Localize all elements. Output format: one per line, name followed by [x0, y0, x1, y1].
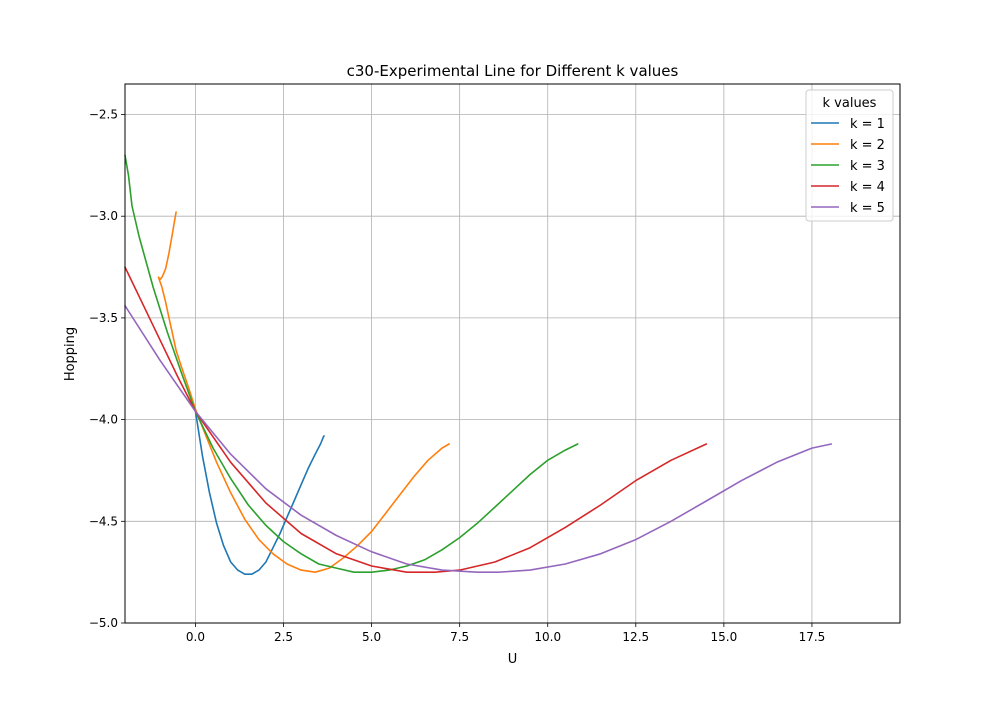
x-tick-label: 10.0 [534, 630, 561, 644]
x-tick-label: 2.5 [274, 630, 293, 644]
x-tick-label: 12.5 [622, 630, 649, 644]
legend-label: k = 1 [850, 117, 885, 132]
y-tick-label: −3.5 [89, 311, 118, 325]
x-tick-label: 17.5 [799, 630, 826, 644]
series-line-k1 [194, 410, 325, 576]
chart-title: c30-Experimental Line for Different k va… [347, 62, 679, 80]
y-axis-label: Hopping [63, 327, 78, 381]
series-line-k5 [124, 304, 833, 574]
series-lines [124, 154, 833, 576]
x-tick-label: 15.0 [711, 630, 738, 644]
legend: k values k = 1 k = 2 k = 3 k = 4 k = 5 [805, 89, 894, 222]
legend-label: k = 2 [850, 138, 885, 153]
plot-frame [124, 83, 901, 624]
y-tick-label: −5.0 [89, 616, 118, 630]
x-axis-label: U [508, 652, 518, 667]
x-tick-label: 7.5 [450, 630, 469, 644]
legend-label: k = 3 [850, 159, 885, 174]
legend-items: k = 1 k = 2 k = 3 k = 4 k = 5 [811, 117, 885, 216]
y-tick-label: −2.5 [89, 108, 118, 122]
y-tick-label: −3.0 [89, 209, 118, 223]
legend-label: k = 4 [850, 180, 885, 195]
x-tick-label: 0.0 [186, 630, 205, 644]
y-tick-label: −4.0 [89, 413, 118, 427]
x-tick-label: 5.0 [362, 630, 381, 644]
legend-title: k values [823, 96, 877, 111]
y-tick-label: −4.5 [89, 514, 118, 528]
axis-ticks: 0.0 2.5 5.0 7.5 10.0 12.5 15.0 17.5 −2.5 −3.0 −3.5… [89, 108, 825, 644]
series-line-k4 [124, 266, 708, 574]
series-line-k3 [124, 154, 579, 574]
legend-label: k = 5 [850, 201, 885, 216]
